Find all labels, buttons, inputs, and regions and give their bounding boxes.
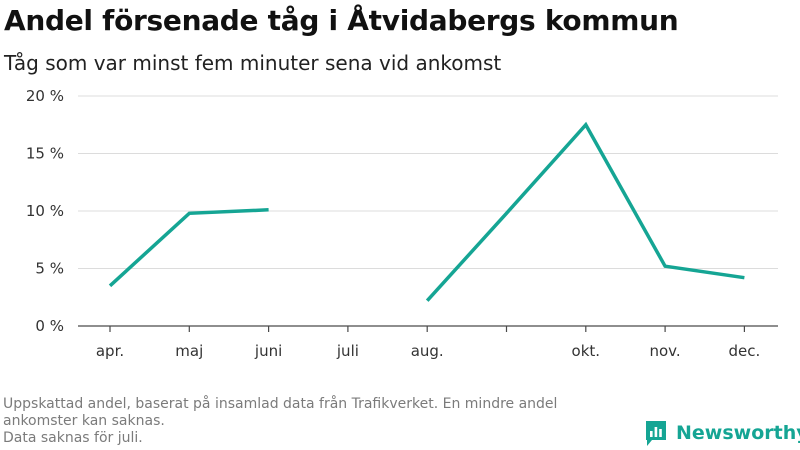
line-chart: 0 % 5 % 10 % 15 % 20 % apr. maj juni juli aug. okt… <box>26 87 778 360</box>
footnote: Uppskattad andel, baserat på insamlad da… <box>3 396 633 447</box>
x-tick-label: juni <box>254 342 282 360</box>
y-tick-label: 5 % <box>35 260 64 278</box>
chart-subtitle: Tåg som var minst fem minuter sena vid a… <box>4 51 502 75</box>
footnote-line-1: Uppskattad andel, baserat på insamlad da… <box>3 396 558 429</box>
y-tick-label: 15 % <box>26 145 64 163</box>
series-line <box>425 121 745 302</box>
x-tick-label: aug. <box>411 342 444 360</box>
x-tick-label: okt. <box>572 342 601 360</box>
series-line <box>108 208 269 288</box>
x-tick-label: apr. <box>96 342 124 360</box>
y-tick-label: 10 % <box>26 202 64 220</box>
y-tick-label: 0 % <box>35 317 64 335</box>
newsworthy-logo: Newsworthy <box>644 419 800 447</box>
x-tick-label: dec. <box>729 342 761 360</box>
x-tick-label: nov. <box>650 342 681 360</box>
y-tick-label: 20 % <box>26 87 64 105</box>
x-tick-label: juli <box>336 342 359 360</box>
footnote-line-2: Data saknas för juli. <box>3 430 143 446</box>
x-tick-label: maj <box>175 342 203 360</box>
brand-name: Newsworthy <box>676 422 800 444</box>
bar-chart-icon <box>646 420 666 446</box>
chart-title: Andel försenade tåg i Åtvidabergs kommun <box>4 4 679 37</box>
